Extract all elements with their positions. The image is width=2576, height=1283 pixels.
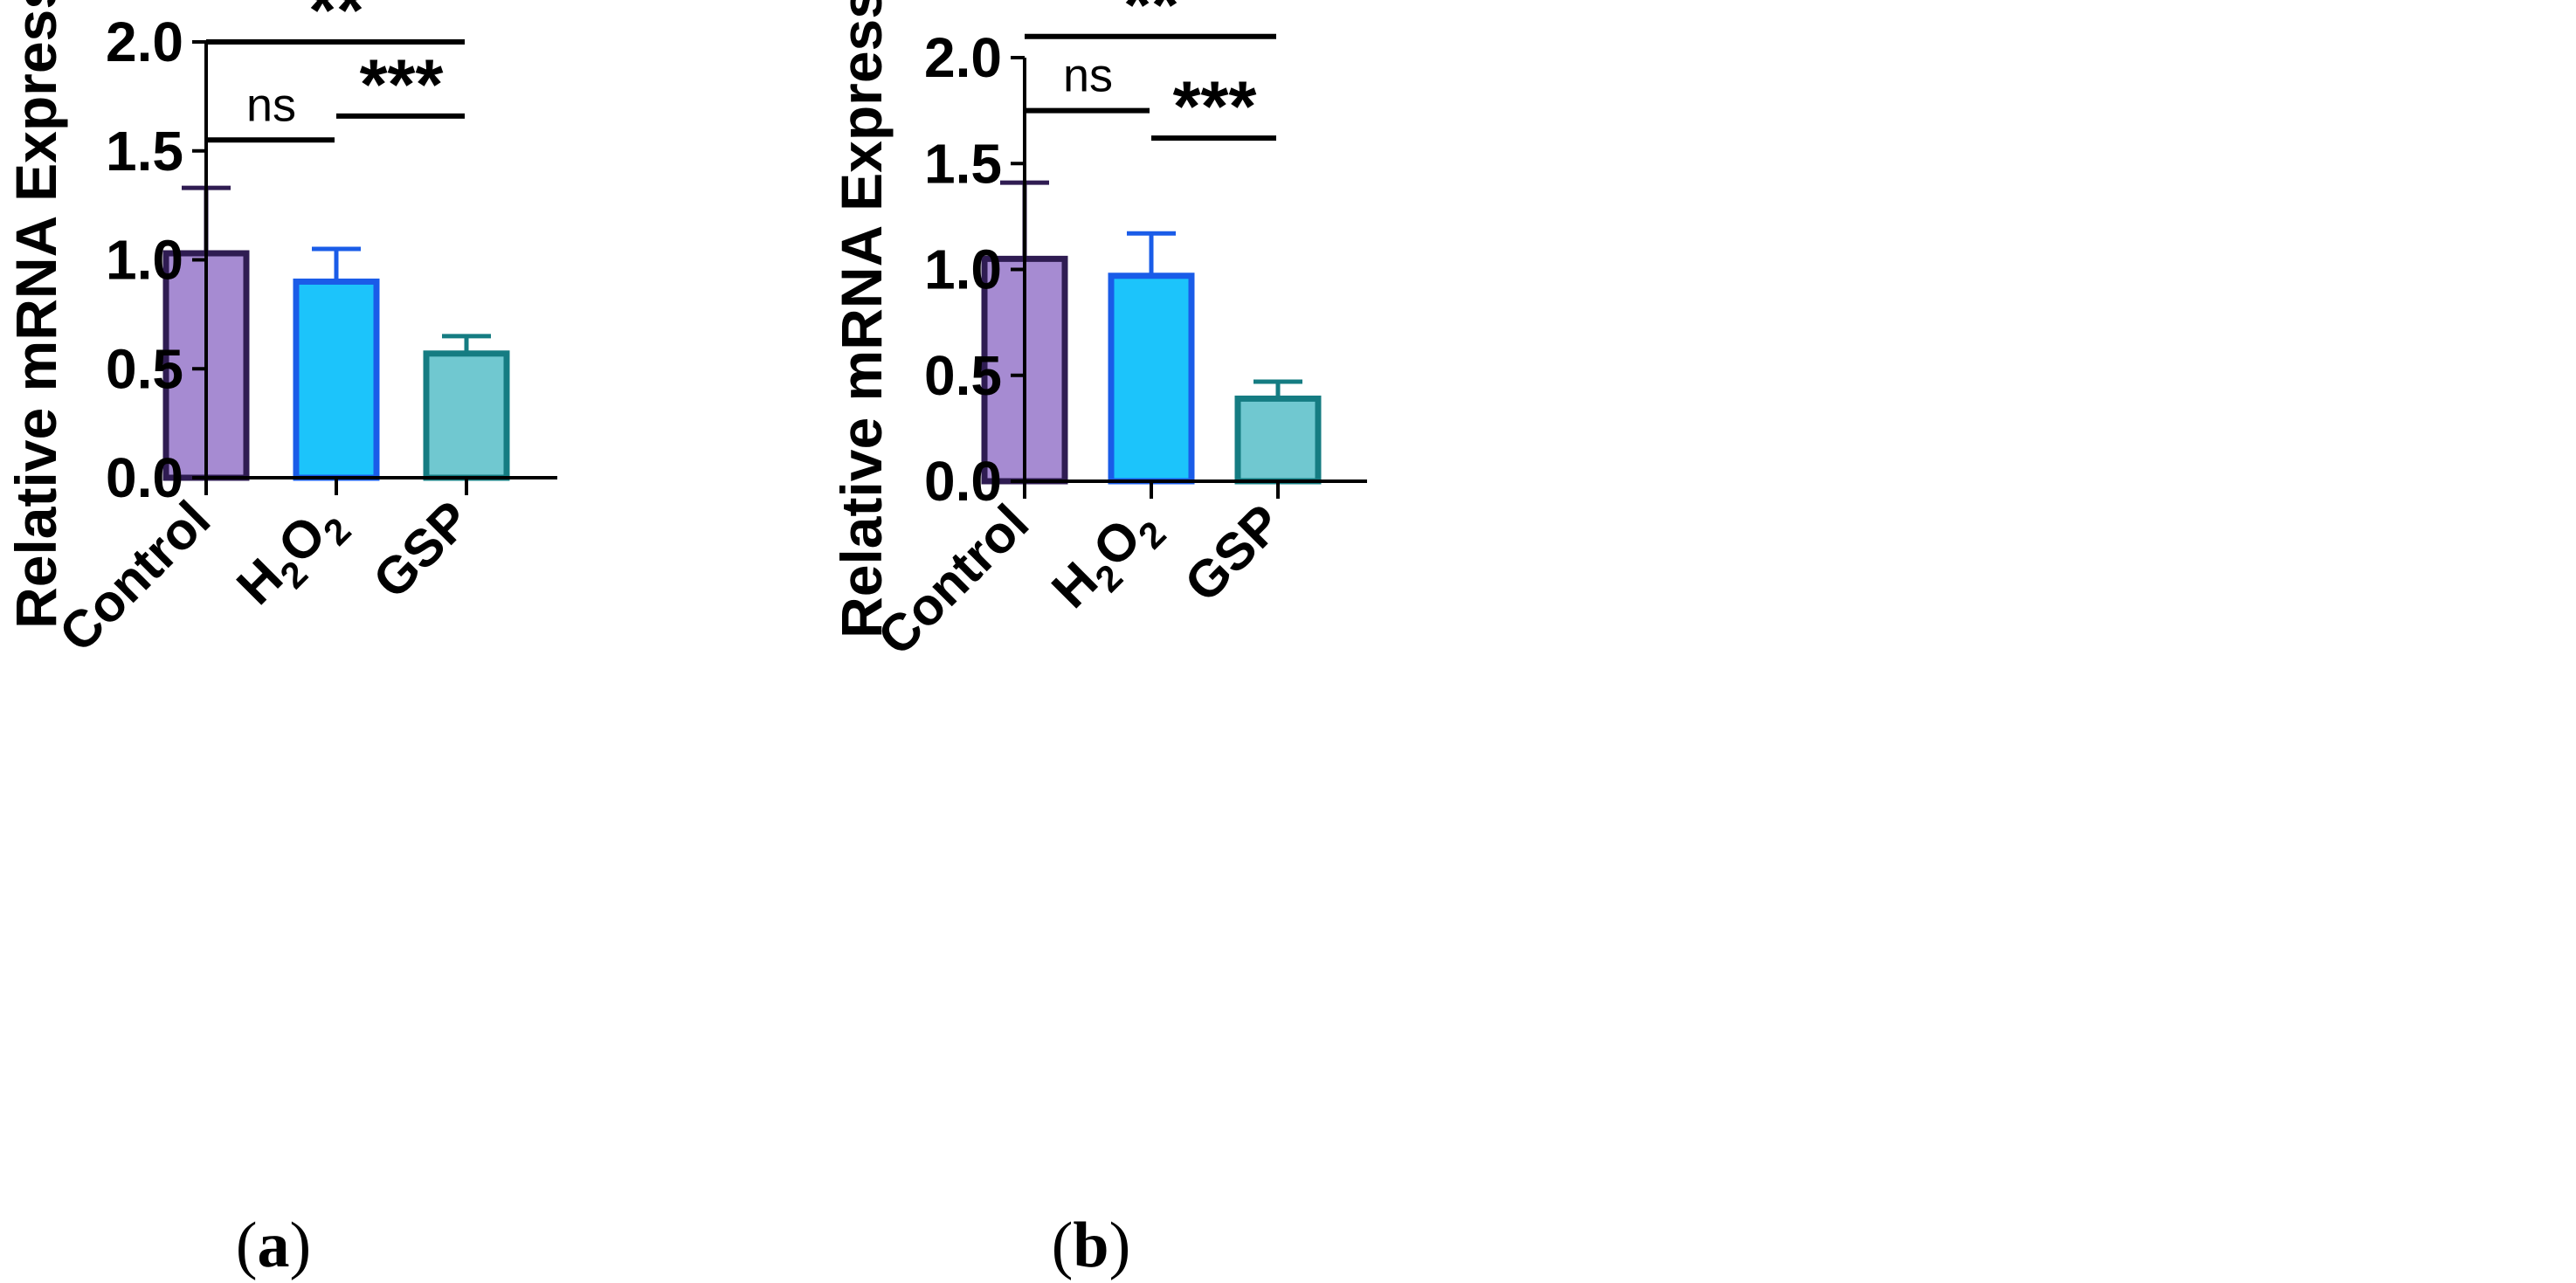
significance-label-0: ** <box>1123 0 1179 45</box>
y-tick-label-0: 0.0 <box>106 446 183 509</box>
y-tick-label-1: 0.5 <box>924 344 1002 407</box>
panel-label: (b) <box>1052 1210 1130 1281</box>
y-tick-label-3: 1.5 <box>924 132 1002 195</box>
bar-1 <box>1108 272 1195 485</box>
y-tick-label-1: 0.5 <box>106 337 183 400</box>
category-base: Control <box>48 490 221 663</box>
significance-label-0: ** <box>308 0 364 51</box>
y-tick-label-4: 2.0 <box>924 26 1002 89</box>
x-tick-label-2: GSP <box>362 490 481 610</box>
category-base: GSP <box>1173 493 1293 613</box>
category-base: GSP <box>362 490 481 610</box>
significance-label-2: *** <box>1173 67 1257 147</box>
significance-label-1: ns <box>246 79 296 131</box>
panel-label-letter: b <box>1073 1210 1108 1281</box>
y-tick-label-3: 1.5 <box>106 120 183 183</box>
panel-label-open: ( <box>236 1210 258 1281</box>
bar-2 <box>1234 395 1322 485</box>
y-axis-label: Relative mRNA Expression <box>829 0 894 638</box>
bar-2 <box>423 350 510 481</box>
panel-a: 0.0 0.5 1.0 1.5 2.0 Control H2O2 GSP Relative mR… <box>3 0 557 1281</box>
panel-label-open: ( <box>1052 1210 1074 1281</box>
x-tick-label-2: GSP <box>1173 493 1293 613</box>
y-tick-label-2: 1.0 <box>924 238 1002 301</box>
y-tick-label-4: 2.0 <box>106 10 183 73</box>
bar-1 <box>293 278 380 481</box>
y-axis-label: Relative mRNA Expression <box>3 0 68 629</box>
x-tick-label-0: Control <box>48 490 221 663</box>
y-tick-label-0: 0.0 <box>924 450 1002 513</box>
significance-label-1: ns <box>1063 50 1113 102</box>
x-tick-label-1: H2O2 <box>225 490 359 624</box>
significance-label-2: *** <box>360 45 444 125</box>
y-tick-label-2: 1.0 <box>106 229 183 292</box>
panel-label-letter: a <box>258 1210 290 1281</box>
panel-label-close: ) <box>1109 1210 1131 1281</box>
panel-label: (a) <box>236 1210 311 1281</box>
x-tick-label-1: H2O2 <box>1040 493 1174 627</box>
panel-label-close: ) <box>290 1210 312 1281</box>
